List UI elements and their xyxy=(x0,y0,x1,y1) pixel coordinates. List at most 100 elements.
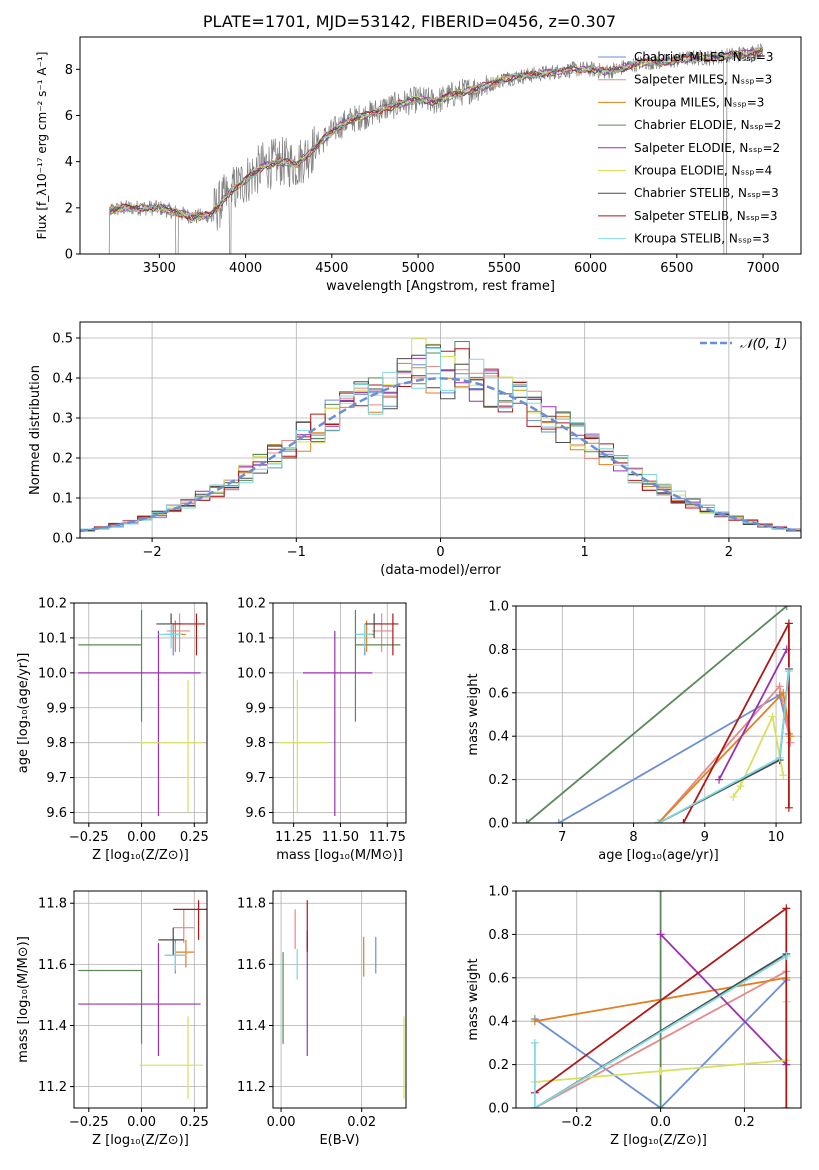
y-tick-label: 0.4 xyxy=(488,1015,509,1030)
weight-marker xyxy=(784,667,793,676)
y-tick-label: 11.4 xyxy=(38,1019,67,1034)
data-point xyxy=(302,630,373,817)
weight-marker xyxy=(656,930,665,939)
legend-label: Chabrier MILES, Nₛₛₚ=3 xyxy=(634,50,774,64)
x-tick-label: 0.00 xyxy=(127,1115,156,1130)
data-point xyxy=(78,942,201,1057)
y-tick-label: 0.0 xyxy=(52,532,73,547)
axes-frame xyxy=(515,890,802,1109)
x-axis-label: age [log₁₀(age/yr)] xyxy=(598,848,719,863)
x-tick-label: −0.25 xyxy=(69,1115,109,1130)
data-point xyxy=(173,900,207,940)
data-point xyxy=(175,939,195,968)
y-axis-label: age [log₁₀(age/yr)] xyxy=(16,653,31,774)
x-tick-label: 1 xyxy=(581,545,589,560)
weight-marker xyxy=(784,619,793,628)
x-tick-label: 11.75 xyxy=(369,830,406,845)
plot-area xyxy=(282,900,405,1099)
residual-legend: 𝒩(0, 1) xyxy=(700,337,787,352)
weight-marker xyxy=(715,775,724,784)
y-tick-label: 10.2 xyxy=(237,597,266,612)
y-tick-label: 11.2 xyxy=(237,1080,266,1095)
axes-frame xyxy=(272,602,407,824)
y-tick-label: 0.3 xyxy=(52,412,73,427)
x-tick-label: 5500 xyxy=(488,261,521,276)
data-point xyxy=(173,909,195,943)
y-tick-label: 0.5 xyxy=(52,332,73,347)
x-tick-label: 4000 xyxy=(229,261,262,276)
weight-marker xyxy=(775,753,784,762)
y-tick-label: 0.8 xyxy=(488,928,509,943)
y-tick-label: 9.6 xyxy=(46,806,67,821)
data-point xyxy=(164,620,186,652)
data-point xyxy=(162,623,184,656)
x-tick-label: −1 xyxy=(287,545,306,560)
x-axis-label: (data-model)/error xyxy=(380,563,501,578)
x-tick-label: −0.25 xyxy=(69,830,109,845)
x-axis-label: mass [log₁₀(M/M⊙)] xyxy=(276,848,403,863)
y-tick-label: 9.7 xyxy=(46,771,67,786)
weight-line-4 xyxy=(659,933,787,1066)
figure-title: PLATE=1701, MJD=53142, FIBERID=0456, z=0… xyxy=(202,12,617,31)
y-tick-label: 0.0 xyxy=(488,817,509,832)
weight-marker xyxy=(782,1104,791,1108)
panel-massweight_vs_age: 7 8 9 10 0.0 0.2 0.4 0.6 0.8 1.0 age [log₁₀(age/yr… xyxy=(466,600,802,863)
weight-marker xyxy=(530,1017,539,1026)
weight-marker xyxy=(729,792,738,801)
y-tick-label: 10.0 xyxy=(237,666,266,681)
y-axis-label: Flux [f_λ10⁻¹⁷ erg cm⁻² s⁻¹ A⁻¹] xyxy=(35,52,49,240)
x-tick-label: 5000 xyxy=(402,261,435,276)
y-tick-label: 11.6 xyxy=(38,958,67,973)
legend-label: Chabrier ELODIE, Nₛₛₚ=2 xyxy=(634,118,781,132)
weight-line-5 xyxy=(732,713,785,798)
y-tick-label: 0.4 xyxy=(488,730,509,745)
x-tick-label: 0.25 xyxy=(180,1115,209,1130)
y-tick-label: 10.1 xyxy=(237,631,266,646)
weight-marker xyxy=(554,819,563,823)
weight-line-0 xyxy=(534,979,787,1108)
y-tick-label: 0.8 xyxy=(488,643,509,658)
y-tick-label: 11.2 xyxy=(38,1080,67,1095)
weight-marker xyxy=(779,771,788,780)
weight-marker xyxy=(654,819,663,823)
x-tick-label: −2 xyxy=(143,545,162,560)
y-tick-label: 9.9 xyxy=(46,701,67,716)
y-tick-label: 0.4 xyxy=(52,372,73,387)
x-tick-label: 6000 xyxy=(574,261,607,276)
y-tick-label: 0.2 xyxy=(488,1058,509,1073)
y-tick-label: 0.6 xyxy=(488,686,509,701)
axes-frame xyxy=(272,890,407,1109)
y-tick-label: 9.8 xyxy=(46,736,67,751)
y-tick-label: 0.0 xyxy=(488,1102,509,1117)
x-tick-label: 3500 xyxy=(143,261,176,276)
data-point xyxy=(171,613,205,656)
y-tick-label: 1.0 xyxy=(488,600,509,615)
weight-marker xyxy=(679,819,688,823)
weight-marker xyxy=(782,904,791,913)
panel-mass_vs_Z: −0.25 0.00 0.25 11.2 11.4 11.6 11.8 Z [log₁₀(Z/… xyxy=(16,890,209,1148)
legend-label: 𝒩(0, 1) xyxy=(740,337,787,352)
weight-marker xyxy=(530,1104,539,1108)
plot-area xyxy=(78,609,205,817)
x-tick-label: −0.2 xyxy=(561,1115,593,1130)
data-point xyxy=(158,623,182,649)
weight-marker xyxy=(784,803,793,812)
y-tick-label: 11.8 xyxy=(237,897,266,912)
plot-area xyxy=(530,891,791,1108)
weight-marker xyxy=(786,732,795,741)
legend-label: Chabrier STELIB, Nₛₛₚ=3 xyxy=(634,186,779,200)
x-tick-label: 0.2 xyxy=(734,1115,755,1130)
data-point xyxy=(78,969,143,1044)
legend-label: Kroupa MILES, Nₛₛₚ=3 xyxy=(634,95,764,109)
weight-marker xyxy=(530,1038,539,1047)
y-tick-label: 11.8 xyxy=(38,897,67,912)
x-axis-label: wavelength [Angstrom, rest frame] xyxy=(326,279,555,294)
panel-age_vs_mass: 11.25 11.50 11.75 9.6 9.7 9.8 9.9 10.0 10.1 10.2 m… xyxy=(237,597,407,863)
data-point xyxy=(354,609,401,722)
panel-residuals: −2 −1 0 1 2 0.0 0.1 0.2 0.3 0.4 0.5 (data-model)/er… xyxy=(28,321,802,578)
weight-line-2 xyxy=(657,690,792,823)
panel-mass_vs_ebv: 0.00 0.02 11.2 11.4 11.6 11.8 E(B-V) xyxy=(237,890,407,1148)
weight-marker xyxy=(656,1067,665,1076)
y-tick-label: 1.0 xyxy=(488,885,509,900)
y-axis-label: mass weight xyxy=(466,673,481,755)
